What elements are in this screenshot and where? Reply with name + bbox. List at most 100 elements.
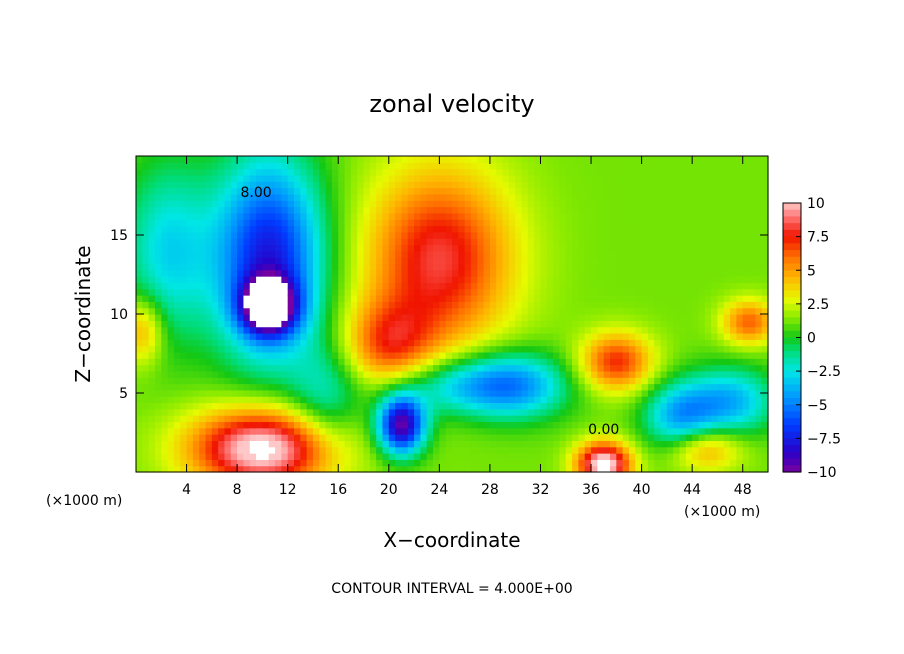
heat-cell	[679, 301, 687, 309]
heat-cell	[237, 174, 245, 182]
heat-cell	[452, 358, 459, 366]
heat-cell	[591, 339, 598, 347]
heat-cell	[199, 345, 207, 353]
heat-cell	[395, 415, 403, 423]
heat-cell	[654, 162, 662, 170]
heat-cell	[458, 288, 466, 296]
heat-cell	[439, 231, 447, 239]
heat-cell	[647, 446, 655, 454]
heat-cell	[534, 389, 542, 397]
heat-cell	[508, 269, 516, 277]
heat-cell	[458, 156, 466, 163]
heat-cell	[458, 465, 466, 473]
heat-cell	[262, 225, 270, 233]
heat-cell	[224, 389, 232, 397]
heat-cell	[287, 257, 295, 265]
heat-cell	[243, 345, 251, 353]
heat-cell	[211, 320, 219, 328]
heat-cell	[230, 396, 238, 404]
heat-cell	[610, 402, 617, 410]
heat-cell	[521, 415, 529, 423]
heat-cell	[584, 276, 592, 283]
heat-cell	[331, 200, 339, 208]
heat-cell	[300, 187, 308, 195]
heat-cell	[224, 212, 232, 220]
heat-cell	[685, 415, 693, 423]
heat-cell	[445, 370, 453, 378]
heat-cell	[224, 396, 232, 404]
heat-cell	[218, 288, 226, 296]
heat-cell	[483, 231, 491, 239]
heat-cell	[666, 225, 674, 233]
heat-cell	[685, 269, 693, 277]
heat-cell	[603, 377, 611, 385]
heat-cell	[565, 187, 573, 195]
heat-cell	[477, 345, 485, 353]
heat-cell	[742, 326, 750, 334]
heat-cell	[692, 269, 700, 277]
heat-cell	[496, 257, 504, 265]
heat-cell	[559, 276, 567, 283]
heat-cell	[388, 263, 396, 271]
heat-cell	[325, 282, 333, 290]
heat-cell	[173, 415, 181, 423]
heat-cell	[660, 389, 668, 397]
heat-cell	[186, 345, 194, 353]
heat-cell	[205, 288, 213, 296]
heat-cell	[660, 263, 668, 271]
heat-cell	[154, 396, 162, 404]
heat-cell	[540, 345, 548, 353]
heat-cell	[673, 383, 681, 391]
heat-cell	[331, 276, 339, 283]
heat-cell	[641, 307, 649, 315]
heat-cell	[433, 307, 440, 315]
heat-cell	[635, 257, 643, 265]
heat-cell	[749, 345, 756, 353]
heat-cell	[256, 320, 263, 328]
heat-cell	[312, 244, 320, 252]
heat-cell	[142, 257, 150, 265]
heat-cell	[730, 421, 737, 429]
heat-cell	[477, 288, 485, 296]
heat-cell	[192, 238, 200, 246]
heat-cell	[199, 244, 207, 252]
heat-cell	[578, 320, 586, 328]
heat-cell	[452, 440, 459, 448]
heat-cell	[635, 269, 643, 277]
heat-cell	[673, 415, 681, 423]
heat-cell	[742, 288, 750, 296]
heat-cell	[199, 358, 207, 366]
heat-cell	[616, 263, 624, 271]
heat-cell	[666, 320, 674, 328]
heat-cell	[452, 370, 459, 378]
heat-cell	[755, 181, 763, 189]
heat-cell	[287, 174, 295, 182]
heat-cell	[376, 345, 384, 353]
heat-cell	[452, 314, 459, 321]
heat-cell	[685, 244, 693, 252]
heat-cell	[243, 440, 251, 448]
heat-cell	[281, 168, 289, 176]
heat-cell	[369, 231, 377, 239]
heat-cell	[363, 332, 371, 340]
heat-cell	[281, 181, 289, 189]
heat-cell	[407, 320, 415, 328]
heat-cell	[489, 383, 497, 391]
heat-cell	[376, 276, 384, 283]
heat-cell	[154, 364, 162, 372]
heat-cell	[591, 174, 598, 182]
heat-cell	[414, 326, 421, 334]
heat-cell	[654, 187, 662, 195]
heat-cell	[591, 421, 598, 429]
heat-cell	[527, 168, 535, 176]
heat-cell	[603, 225, 611, 233]
heat-cell	[395, 459, 403, 467]
heat-cell	[578, 415, 586, 423]
heat-cell	[161, 288, 169, 296]
heat-cell	[755, 212, 763, 220]
heat-cell	[407, 370, 415, 378]
heat-cell	[496, 282, 504, 290]
heat-cell	[439, 193, 447, 201]
heat-cell	[388, 408, 396, 416]
heat-cell	[622, 351, 630, 359]
